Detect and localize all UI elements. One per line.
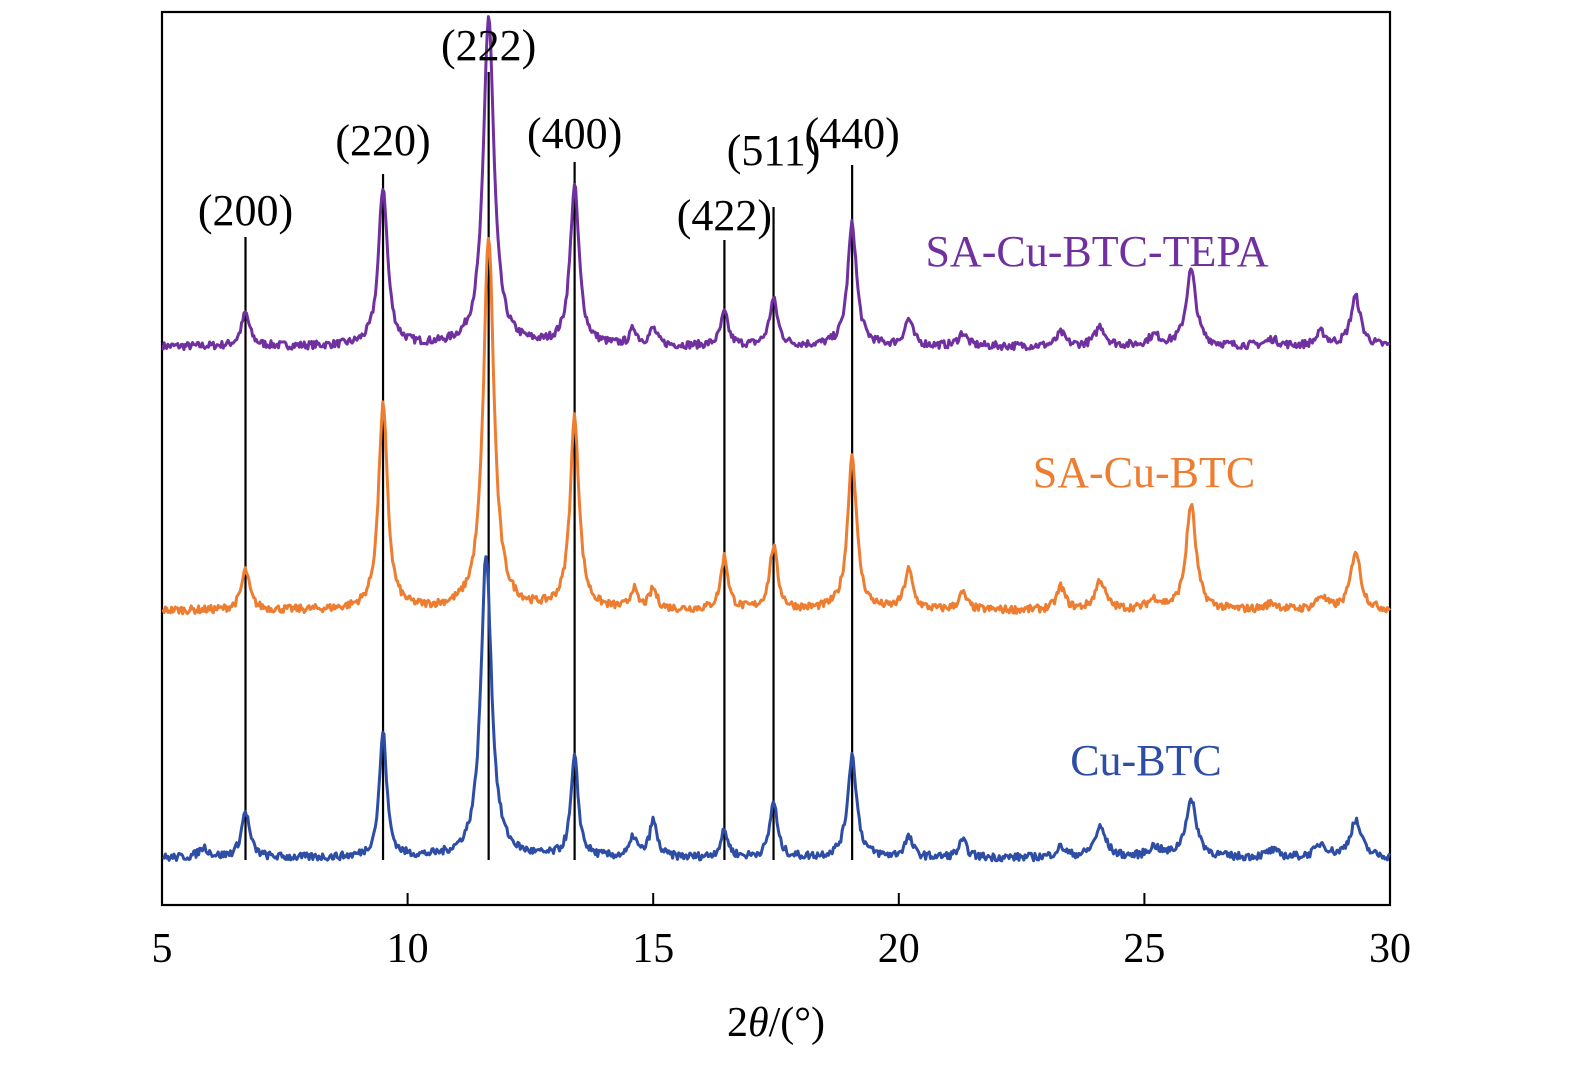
series-line-sa-cu-btc-tepa (161, 15, 1391, 352)
x-tick-label: 20 (878, 926, 920, 972)
reflection-label: (200) (198, 186, 293, 235)
x-tick-label: 25 (1123, 926, 1165, 972)
series-group (161, 15, 1392, 863)
reflection-lines (244, 72, 854, 860)
reflection-labels: (200) (220)(222) (400) (422) (511)(440) (198, 21, 900, 240)
reflection-label: (422) (677, 191, 772, 240)
reflection-label: (400) (527, 109, 622, 158)
x-tick-label: 15 (632, 926, 674, 972)
x-axis-label: 2θ/(°) (727, 1000, 825, 1046)
x-tick-label: 5 (152, 926, 173, 972)
series-line-cu-btc (161, 555, 1392, 863)
x-axis: 5 10 15 20 25 30 (152, 893, 1411, 972)
reflection-label: (222) (441, 21, 536, 70)
reflection-label: (440) (804, 109, 899, 158)
series-label: SA-Cu-BTC (1033, 448, 1255, 497)
reflection-label: (220) (335, 116, 430, 165)
plot-frame (160, 10, 1392, 907)
series-labels: SA-Cu-BTC-TEPA SA-Cu-BTC Cu-BTC (925, 227, 1268, 785)
series-label: SA-Cu-BTC-TEPA (925, 227, 1268, 276)
x-tick-label: 30 (1369, 926, 1411, 972)
reflection-label: (511) (727, 126, 821, 175)
series-line-sa-cu-btc (161, 237, 1392, 616)
x-tick-label: 10 (387, 926, 429, 972)
series-label: Cu-BTC (1070, 736, 1222, 785)
